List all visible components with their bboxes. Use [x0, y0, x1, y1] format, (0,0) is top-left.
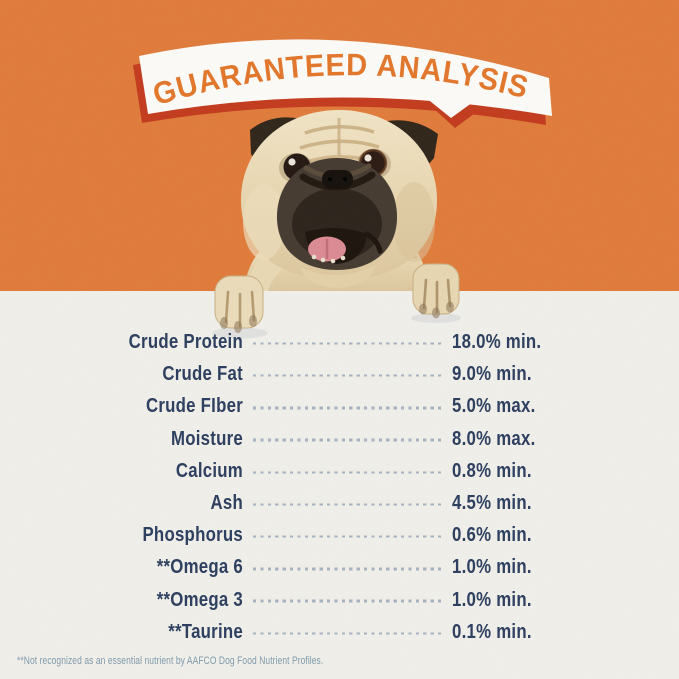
table-row: Moisture 8.0% max.: [0, 423, 679, 455]
nutrient-value: 1.0% min.: [452, 587, 532, 611]
nutrient-value: 0.1% min.: [452, 619, 532, 643]
dotted-leader: [253, 406, 441, 410]
dotted-leader: [253, 632, 441, 635]
orange-backdrop: [0, 0, 679, 291]
dotted-leader: [253, 374, 441, 377]
table-row: Crude Protein 18.0% min.: [0, 326, 679, 358]
dotted-leader: [253, 599, 441, 603]
nutrient-value: 18.0% min.: [452, 330, 542, 354]
nutrient-value: 5.0% max.: [452, 394, 536, 418]
nutrient-value: 9.0% min.: [452, 362, 532, 386]
nutrient-label: Ash: [210, 491, 243, 515]
nutrient-label: Crude Fat: [162, 362, 243, 386]
nutrient-label: Crude FIber: [145, 394, 243, 418]
guaranteed-analysis-table: Crude Protein 18.0% min. Crude Fat 9.0% …: [0, 326, 679, 648]
table-row: Ash 4.5% min.: [0, 487, 679, 519]
dotted-leader: [253, 342, 441, 345]
nutrient-value: 8.0% max.: [452, 426, 536, 450]
nutrient-label: **Taurine: [168, 619, 243, 643]
nutrient-label: **Omega 6: [156, 555, 243, 579]
table-row: **Taurine 0.1% min.: [0, 616, 679, 648]
nutrient-label: Calcium: [175, 458, 243, 482]
aafco-footnote: **Not recognized as an essential nutrien…: [17, 655, 324, 667]
nutrient-label: Crude Protein: [128, 330, 243, 354]
nutrient-value: 1.0% min.: [452, 555, 532, 579]
table-row: Phosphorus 0.6% min.: [0, 519, 679, 551]
table-row: **Omega 3 1.0% min.: [0, 584, 679, 616]
nutrient-label: Phosphorus: [142, 523, 243, 547]
nutrient-label: Moisture: [170, 426, 243, 450]
dotted-leader: [253, 535, 441, 538]
nutrient-value: 0.8% min.: [452, 458, 532, 482]
table-row: Calcium 0.8% min.: [0, 455, 679, 487]
nutrient-value: 4.5% min.: [452, 491, 532, 515]
dotted-leader: [253, 438, 441, 442]
table-row: Crude Fat 9.0% min.: [0, 358, 679, 390]
nutrient-value: 0.6% min.: [452, 523, 532, 547]
dotted-leader: [253, 471, 441, 474]
dotted-leader: [253, 503, 441, 506]
dotted-leader: [253, 567, 441, 571]
nutrient-label: **Omega 3: [156, 587, 243, 611]
table-row: Crude FIber 5.0% max.: [0, 390, 679, 422]
table-row: **Omega 6 1.0% min.: [0, 551, 679, 583]
